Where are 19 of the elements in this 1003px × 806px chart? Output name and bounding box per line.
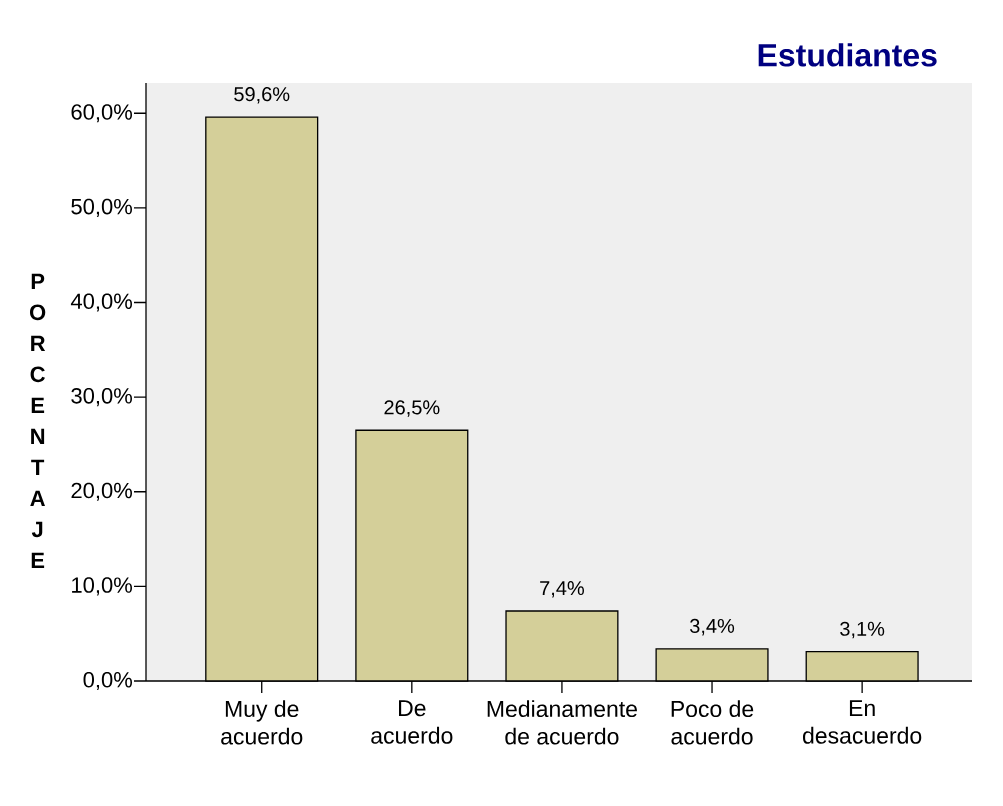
y-tick-label: 40,0%	[70, 293, 132, 312]
chart-title: Estudiantes	[758, 43, 937, 67]
data-label: 26,5%	[384, 400, 440, 417]
data-label: 3,4%	[690, 618, 735, 636]
x-tick-label: De acuerdo	[371, 700, 453, 744]
x-tick-label: Medianamente de acuerdo	[487, 700, 637, 745]
data-label: 59,6%	[234, 87, 290, 104]
y-tick-label: 10,0%	[72, 577, 132, 596]
data-label: 7,4%	[540, 581, 584, 598]
x-tick-label: Poco de acuerdo	[671, 700, 754, 745]
y-tick-label: 0,0%	[83, 671, 133, 691]
text: PORCENTAJE	[29, 273, 46, 568]
x-tick-label: En desacuerdo	[803, 700, 922, 744]
y-tick-label: 30,0%	[71, 388, 132, 407]
data-label: 3,1%	[840, 621, 885, 639]
y-tick-label: 20,0%	[71, 482, 132, 501]
x-tick-label: Muy de acuerdo	[221, 700, 303, 745]
y-tick-label: 60,0%	[71, 104, 132, 123]
y-tick-label: 50,0%	[71, 198, 132, 217]
